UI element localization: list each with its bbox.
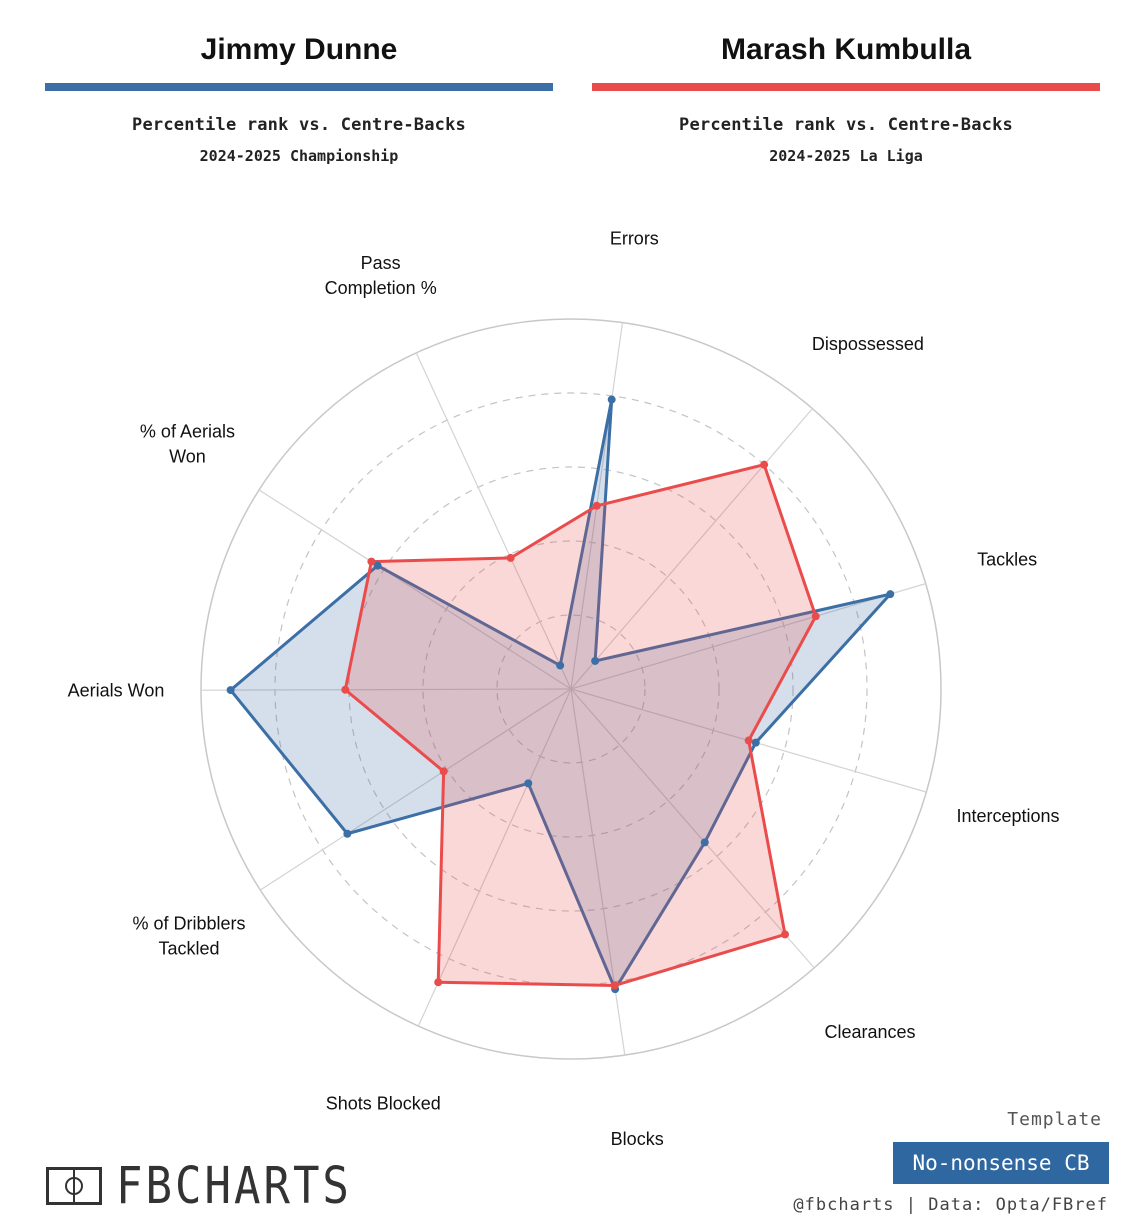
pitch-icon [46,1167,102,1205]
axis-spoke [417,688,572,1027]
series-2-point [760,460,769,469]
axis-label: Aerials Won [68,680,165,700]
player-1-subtitle: Percentile rank vs. Centre-Backs [132,115,466,135]
series-2-point [434,978,443,987]
credits: @fbcharts | Data: Opta/FBref [793,1195,1108,1215]
player-2-competition: 2024-2025 La Liga [769,147,923,165]
series-1-point [591,656,600,665]
axis-label: % of Dribblers Tackled [132,914,245,959]
series-1-point [751,738,760,747]
series-1-point [700,838,709,847]
series-2-point [341,685,350,694]
axis-spoke [260,688,572,891]
player-1-competition: 2024-2025 Championship [199,147,399,165]
radar-series [226,395,895,994]
player-1-header: Jimmy Dunne Percentile rank vs. Centre-B… [45,0,553,165]
axis-spoke [258,489,572,690]
series-1-point [343,829,352,838]
player-2-name: Marash Kumbulla [720,33,972,66]
series-1-point [607,395,616,404]
axis-spoke [570,688,815,969]
grid-ring [422,540,720,838]
series-polygon-2 [343,462,818,988]
axis-spoke [570,583,926,690]
series-1-point [226,686,235,695]
radar-grid [200,318,942,1060]
series-1-point [556,661,565,670]
axis-spoke [415,352,572,690]
logo-text: FBCHARTS [116,1156,352,1216]
axis-label: Clearances [825,1022,916,1042]
series-2-point [781,930,790,939]
player-2-header: Marash Kumbulla Percentile rank vs. Cent… [592,0,1100,165]
axis-spoke [570,688,626,1056]
series-2-point [610,981,619,990]
axis-label: Dispossessed [812,334,924,354]
grid-ring [348,466,794,912]
axis-label: Blocks [611,1129,664,1149]
axis-label: Shots Blocked [326,1093,441,1113]
series-2-point [506,553,515,562]
axis-labels: Errors Dispossessed Tackles Interceptions Cl… [68,228,1060,1149]
axis-label: Errors [610,228,659,248]
player-1-name: Jimmy Dunne [200,33,398,66]
player-1-color-bar [45,83,553,91]
template-label: Template [1007,1109,1102,1130]
axis-label: Tackles [977,549,1037,569]
fbcharts-logo: FBCHARTS [46,1157,352,1215]
series-polygon-1 [228,399,895,993]
player-2-color-bar [592,83,1100,91]
template-badge: No-nonsense CB [893,1142,1109,1184]
axis-spoke [570,408,813,690]
series-2-point [811,612,820,621]
player-2-subtitle: Percentile rank vs. Centre-Backs [679,115,1013,135]
series-1-point [524,779,533,788]
series-1-point [373,561,382,570]
axis-label: Pass Completion % [325,253,437,298]
grid-ring [496,614,646,764]
series-2-point [744,736,753,745]
series-2-point [439,767,448,776]
axis-label: Interceptions [956,806,1059,826]
grid-ring [274,392,868,986]
series-2-point [592,501,601,510]
grid-ring [200,318,942,1060]
axis-spoke [200,688,572,691]
axis-label: % of Aerials Won [140,422,235,467]
series-2-point [367,557,376,566]
series-1-point [886,590,895,599]
